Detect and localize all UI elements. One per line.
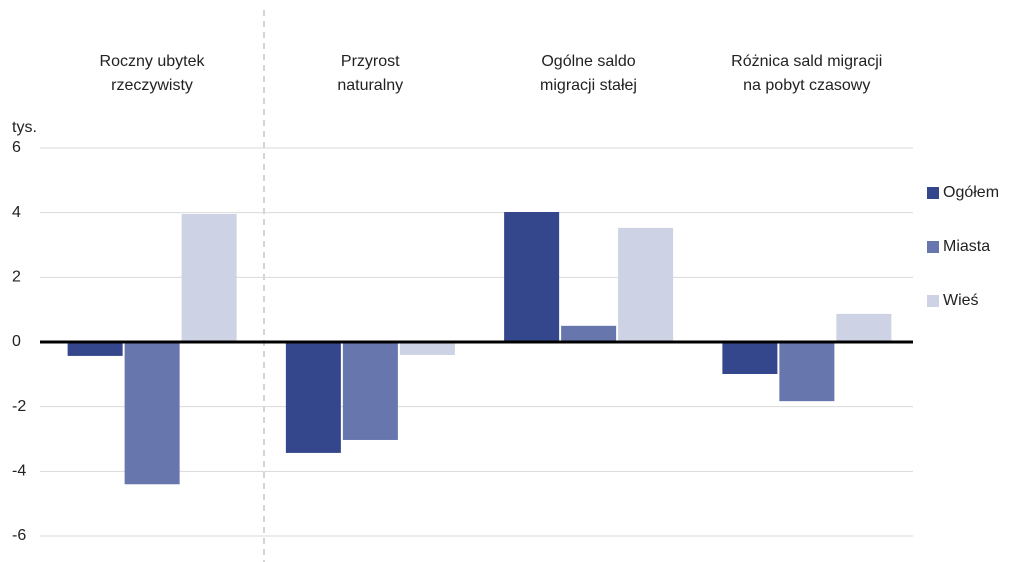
legend-label: Ogółem: [943, 184, 999, 201]
y-tick-label: 0: [12, 333, 21, 350]
bar: [285, 342, 341, 453]
category-label: Ogólne saldo migracji stałej: [540, 53, 637, 94]
category-label: Różnica sald migracji na pobyt czasowy: [731, 53, 883, 94]
y-tick-label: 2: [12, 269, 21, 286]
bar: [399, 342, 455, 355]
y-unit: tys.: [12, 119, 37, 136]
bar: [124, 342, 180, 485]
bar: [67, 342, 123, 356]
bar: [779, 342, 835, 402]
y-tick-label: -6: [12, 527, 26, 544]
category-label: Przyrost naturalny: [337, 53, 404, 94]
bar: [504, 212, 560, 342]
bar: [618, 227, 674, 342]
legend-swatch: [927, 241, 939, 253]
y-tick-label: 6: [12, 139, 21, 156]
legend-label: Wieś: [943, 292, 979, 309]
y-tick-label: -2: [12, 398, 26, 415]
legend-swatch: [927, 295, 939, 307]
category-label: Roczny ubytek rzeczywisty: [99, 53, 205, 94]
bar: [836, 313, 892, 342]
bar: [722, 342, 778, 375]
legend-swatch: [927, 187, 939, 199]
bar: [342, 342, 398, 440]
bar: [561, 325, 617, 342]
y-tick-label: 4: [12, 204, 21, 221]
legend-label: Miasta: [943, 238, 990, 255]
y-tick-label: -4: [12, 463, 26, 480]
bar: [181, 213, 237, 342]
